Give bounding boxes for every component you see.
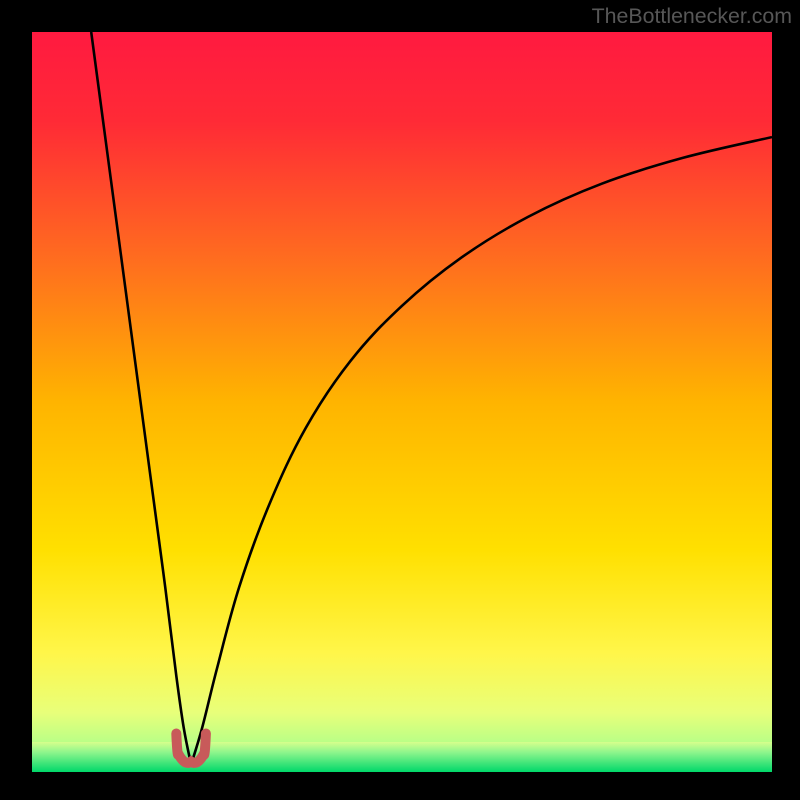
watermark-text: TheBottlenecker.com <box>592 4 792 29</box>
curve-right-branch <box>191 137 772 765</box>
bottleneck-curve-svg <box>32 32 772 772</box>
plot-area <box>32 32 772 772</box>
curve-left-branch <box>91 32 191 765</box>
minimum-marker <box>176 734 206 763</box>
